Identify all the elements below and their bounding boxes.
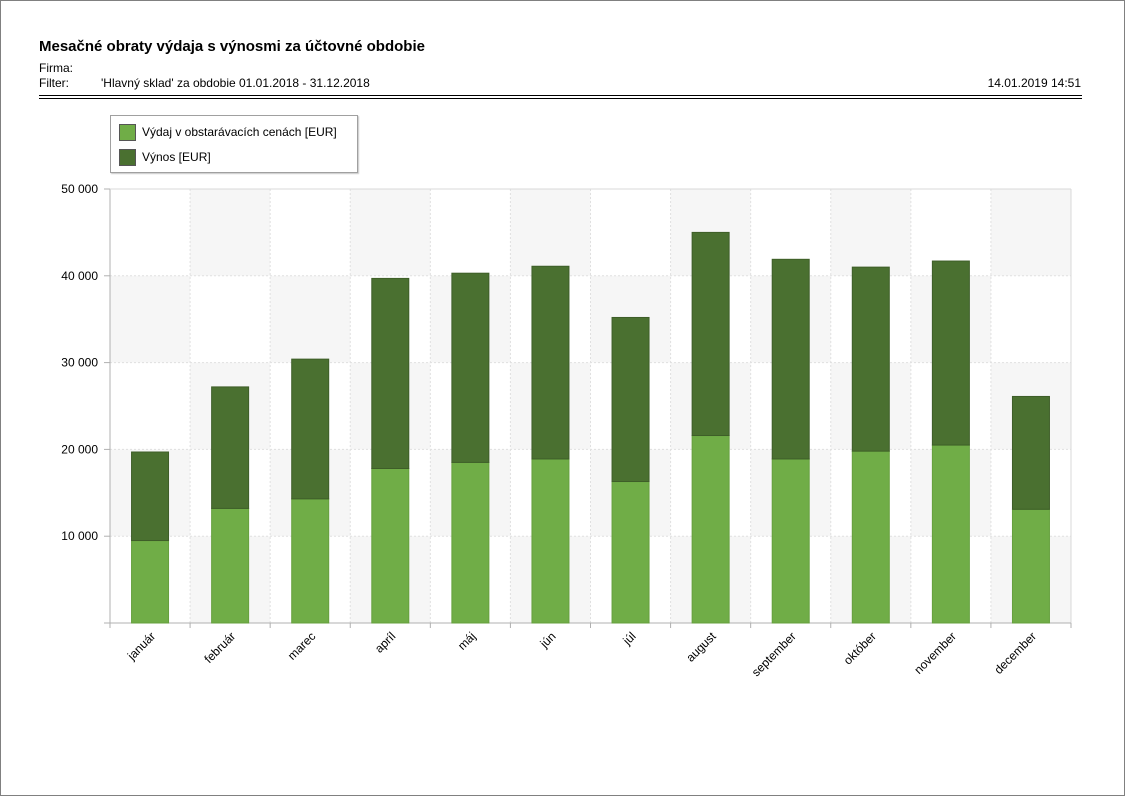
legend-label-vynos: Výnos [EUR] <box>142 150 211 164</box>
legend-swatch-vydaj <box>119 123 136 141</box>
bar-vynos-7 <box>691 231 730 437</box>
x-tick-label: január <box>124 629 158 663</box>
grid-band <box>270 275 351 363</box>
x-tick-label: marec <box>285 629 318 662</box>
bar-vydaj-6 <box>611 481 650 624</box>
bar-vynos-1 <box>211 386 250 509</box>
y-tick-label: 20 000 <box>61 442 98 456</box>
x-tick-label: október <box>841 629 879 667</box>
report-timestamp: 14.01.2019 14:51 <box>987 76 1081 90</box>
y-tick-label: 30 000 <box>61 356 98 370</box>
header-rule <box>39 95 1082 96</box>
bar-vynos-6 <box>611 316 650 483</box>
grid-band <box>990 189 1071 276</box>
y-tick-label: 40 000 <box>61 269 98 283</box>
grid-band <box>510 189 591 276</box>
x-tick-label: jún <box>537 629 559 651</box>
y-tick-label: 10 000 <box>61 529 98 543</box>
bar-vydaj-9 <box>851 450 890 624</box>
bar-vydaj-5 <box>531 458 570 624</box>
legend-item-vynos: Výnos [EUR] <box>119 148 211 166</box>
bar-vydaj-7 <box>691 435 730 624</box>
bar-vynos-11 <box>1011 395 1050 510</box>
bar-vydaj-3 <box>371 467 410 624</box>
x-tick-label: júl <box>620 629 639 648</box>
grid-band <box>110 275 191 363</box>
bar-vynos-0 <box>131 451 170 542</box>
chart-legend: Výdaj v obstarávacích cenách [EUR] Výnos… <box>110 115 358 173</box>
firma-row: Firma: <box>39 61 101 75</box>
legend-label-vydaj: Výdaj v obstarávacích cenách [EUR] <box>142 125 337 139</box>
bar-vynos-5 <box>531 265 570 460</box>
x-tick-label: august <box>683 629 719 665</box>
bar-vydaj-1 <box>211 507 250 624</box>
grid-band <box>350 189 431 276</box>
bar-vydaj-10 <box>931 444 970 624</box>
bar-vydaj-0 <box>131 540 170 624</box>
firma-label: Firma: <box>39 61 73 75</box>
x-tick-label: máj <box>455 629 479 653</box>
bar-vynos-10 <box>931 260 970 446</box>
bar-vynos-3 <box>371 277 410 469</box>
bar-vynos-4 <box>451 272 490 463</box>
x-tick-label: december <box>991 629 1039 677</box>
legend-swatch-vynos <box>119 148 136 166</box>
x-tick-label: február <box>201 629 238 666</box>
x-tick-label: apríl <box>372 629 398 655</box>
header-rule <box>39 98 1082 99</box>
bar-vydaj-2 <box>291 498 330 624</box>
bar-vydaj-11 <box>1011 508 1050 624</box>
legend-item-vydaj: Výdaj v obstarávacích cenách [EUR] <box>119 123 337 141</box>
x-tick-label: november <box>911 629 959 677</box>
bar-vynos-8 <box>771 258 810 460</box>
bar-vynos-2 <box>291 358 330 500</box>
report-title: Mesačné obraty výdaja s výnosmi za účtov… <box>39 38 425 55</box>
bar-vynos-9 <box>851 266 890 452</box>
filter-value: 'Hlavný sklad' za obdobie 01.01.2018 - 3… <box>101 76 370 90</box>
grid-band <box>830 189 911 276</box>
grid-band <box>190 189 271 276</box>
filter-label: Filter: <box>39 76 69 90</box>
bar-vydaj-4 <box>451 461 490 624</box>
y-tick-label: 50 000 <box>61 182 98 196</box>
x-tick-label: september <box>749 629 799 679</box>
filter-row: Filter: 'Hlavný sklad' za obdobie 01.01.2… <box>39 76 370 90</box>
bar-vydaj-8 <box>771 458 810 624</box>
